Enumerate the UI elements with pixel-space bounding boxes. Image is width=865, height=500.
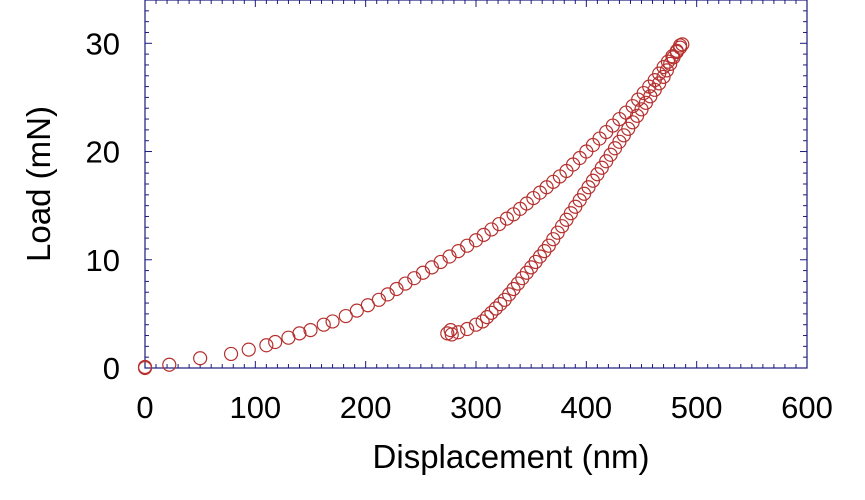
- data-point: [443, 323, 458, 338]
- data-point: [468, 317, 484, 332]
- data-point: [665, 49, 680, 64]
- data-points: [137, 37, 690, 376]
- data-point: [380, 287, 395, 302]
- data-point: [519, 265, 534, 280]
- data-point: [537, 244, 552, 259]
- data-point: [484, 305, 499, 320]
- data-point: [475, 314, 490, 329]
- data-point: [524, 260, 539, 275]
- y-tick-label: 20: [86, 135, 120, 170]
- x-tick-label: 0: [136, 390, 153, 425]
- plot-frame: [144, 0, 808, 369]
- data-point: [515, 271, 530, 286]
- data-point: [502, 287, 517, 302]
- data-point: [506, 281, 521, 297]
- x-tick-label: 400: [560, 390, 612, 425]
- data-point: [488, 301, 503, 316]
- data-point: [669, 43, 684, 58]
- data-point: [415, 265, 431, 280]
- data-point: [223, 346, 239, 362]
- x-tick-label: 300: [450, 390, 502, 425]
- data-point: [497, 292, 512, 307]
- data-point: [389, 281, 404, 297]
- data-point: [398, 276, 413, 291]
- data-point: [493, 297, 508, 312]
- data-point: [659, 63, 674, 78]
- data-point: [137, 359, 153, 375]
- data-point: [440, 326, 455, 341]
- data-point: [479, 310, 495, 325]
- data-point: [303, 323, 318, 338]
- data-point: [268, 334, 283, 350]
- data-point: [371, 292, 387, 307]
- data-point: [424, 260, 439, 275]
- data-point: [292, 326, 307, 341]
- data-point: [666, 50, 681, 65]
- data-point: [325, 314, 340, 329]
- data-point: [162, 357, 177, 372]
- x-tick-label: 600: [781, 390, 833, 425]
- data-point: [541, 238, 556, 253]
- data-point: [656, 60, 671, 75]
- data-point: [663, 56, 678, 71]
- x-tick-labels: 0 100 200 300 400 500 600: [136, 390, 832, 425]
- data-point: [492, 216, 507, 232]
- data-point: [451, 325, 466, 340]
- y-tick-label: 0: [103, 351, 120, 386]
- data-point: [532, 249, 548, 264]
- x-tick-label: 500: [671, 390, 723, 425]
- y-tick-label: 30: [86, 26, 120, 61]
- data-point: [460, 238, 475, 253]
- data-point: [316, 317, 331, 332]
- data-point: [433, 254, 448, 270]
- data-point: [510, 276, 526, 291]
- y-axis-label: Load (mN): [20, 106, 57, 262]
- data-point: [442, 249, 457, 264]
- data-point: [241, 342, 256, 357]
- data-point: [193, 351, 208, 366]
- data-point: [528, 254, 543, 270]
- data-point: [476, 227, 491, 242]
- data-point: [484, 222, 499, 237]
- x-tick-label: 200: [340, 390, 392, 425]
- data-point: [468, 233, 484, 248]
- x-axis-label: Displacement (nm): [373, 438, 650, 475]
- data-point: [407, 271, 422, 286]
- data-point: [460, 321, 475, 337]
- axis-minor-ticks: [144, 0, 808, 369]
- data-point: [451, 244, 466, 259]
- x-tick-label: 100: [229, 390, 281, 425]
- data-point: [259, 338, 274, 353]
- y-tick-labels: 0 10 20 30: [86, 26, 120, 386]
- y-tick-label: 10: [86, 243, 120, 278]
